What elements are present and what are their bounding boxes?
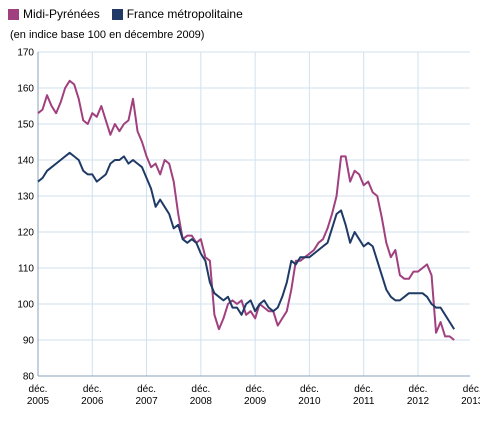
legend-label-france-metropolitaine: France métropolitaine (126, 7, 243, 21)
y-tick-label-160: 160 (17, 84, 34, 95)
chart-legend: Midi-Pyrénées France métropolitaine (8, 7, 255, 21)
chart-subtitle: (en indice base 100 en décembre 2009) (10, 29, 205, 41)
x-tick-label-2006-line2: 2006 (81, 396, 104, 407)
x-tick-label-2007-line2: 2007 (135, 396, 158, 407)
x-tick-label-2013-line1: déc. (463, 384, 480, 395)
y-tick-label-150: 150 (17, 120, 34, 131)
y-tick-label-80: 80 (23, 372, 35, 383)
x-tick-label-2009-line1: déc. (246, 384, 265, 395)
x-tick-label-2011-line1: déc. (354, 384, 373, 395)
x-tick-label-2005-line1: déc. (29, 384, 48, 395)
x-tick-label-2008-line1: déc. (191, 384, 210, 395)
y-tick-label-100: 100 (17, 300, 34, 311)
legend-item-midi-pyrenees: Midi-Pyrénées (8, 7, 100, 21)
x-tick-label-2011-line2: 2011 (353, 396, 375, 407)
x-tick-label-2012-line1: déc. (409, 384, 428, 395)
y-tick-label-170: 170 (17, 48, 34, 59)
legend-swatch-france-metropolitaine (111, 8, 123, 20)
y-tick-label-90: 90 (23, 336, 35, 347)
x-tick-label-2010-line1: déc. (300, 384, 319, 395)
series-line-midi-pyrenees (37, 79, 455, 341)
legend-swatch-midi-pyrenees (8, 8, 19, 20)
legend-item-france-metropolitaine: France métropolitaine (111, 7, 243, 21)
y-tick-label-140: 140 (17, 156, 34, 167)
x-tick-label-2009-line2: 2009 (244, 396, 267, 407)
x-tick-label-2008-line2: 2008 (190, 396, 213, 407)
x-tick-label-2007-line1: déc. (137, 384, 156, 395)
x-tick-label-2005-line2: 2005 (27, 396, 50, 407)
x-tick-label-2012-line2: 2012 (407, 396, 430, 407)
y-tick-label-110: 110 (18, 264, 34, 275)
x-tick-label-2010-line2: 2010 (298, 396, 321, 407)
x-tick-label-2006-line1: déc. (83, 384, 102, 395)
series-line-france-metropolitaine (37, 151, 456, 330)
y-tick-label-130: 130 (17, 192, 34, 203)
y-tick-label-120: 120 (17, 228, 34, 239)
legend-label-midi-pyrenees: Midi-Pyrénées (23, 7, 100, 21)
